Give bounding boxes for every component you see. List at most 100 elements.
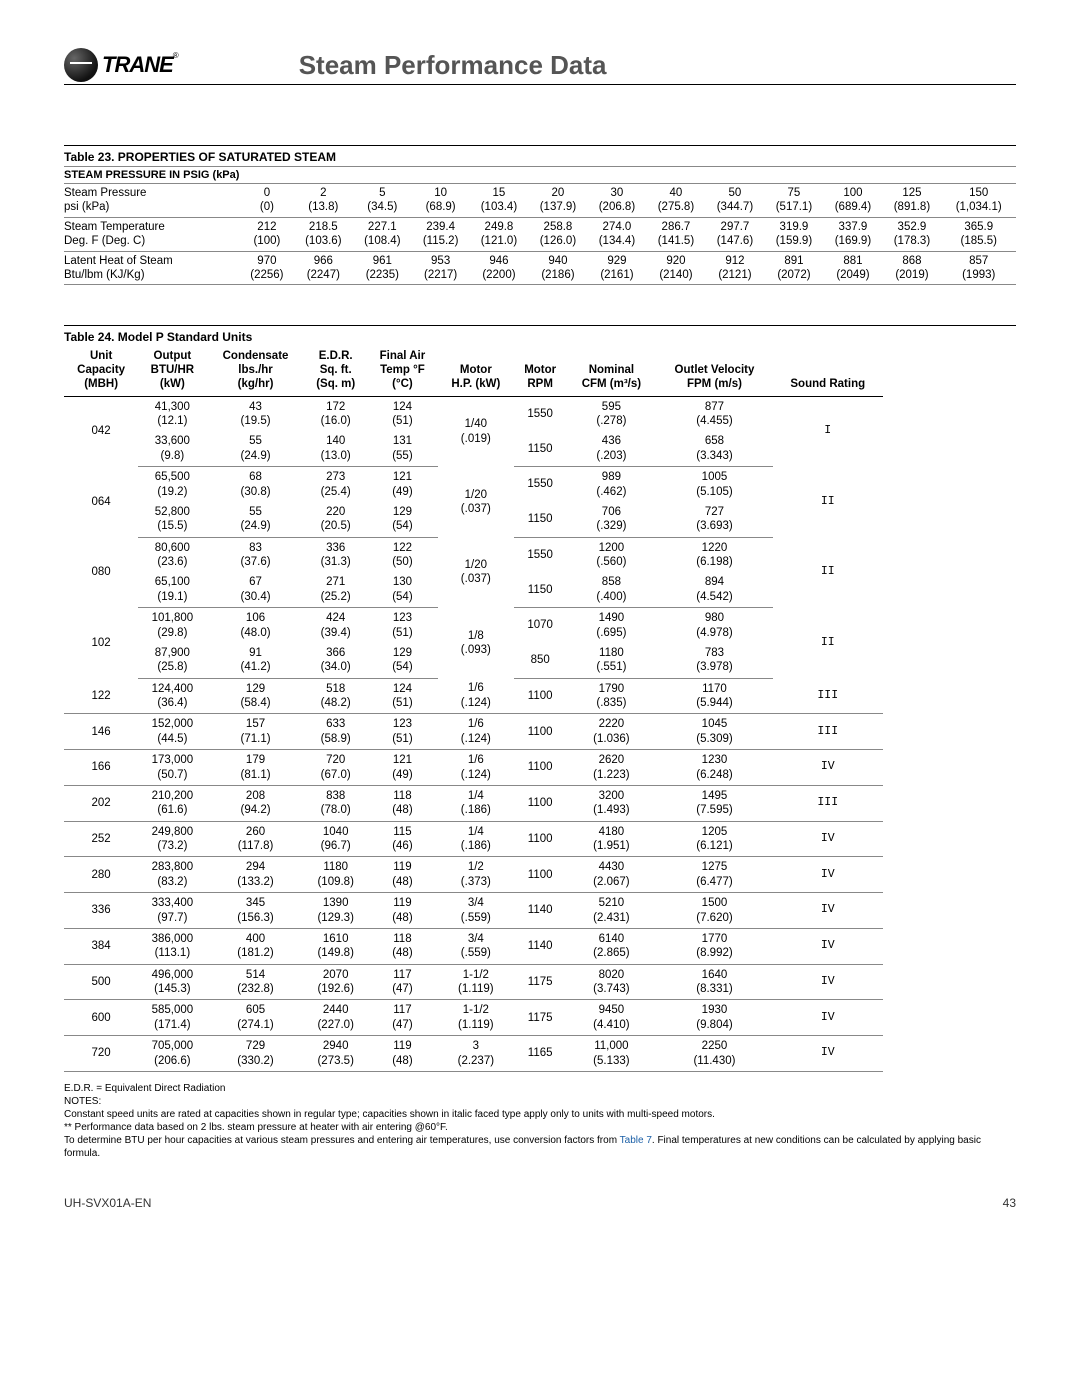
cell: 858(.400) (567, 572, 656, 607)
cell: 118(48) (367, 785, 438, 821)
unit-capacity: 384 (64, 928, 138, 964)
cell: 118(48) (367, 928, 438, 964)
cell: 1170(5.944) (656, 678, 773, 714)
cell: 333,400(97.7) (138, 893, 206, 929)
doc-code: UH-SVX01A-EN (64, 1196, 151, 1210)
row-label: Steam Pressurepsi (kPa) (64, 184, 240, 217)
note-line: To determine BTU per hour capacities at … (64, 1134, 1016, 1160)
cell: 286.7(141.5) (646, 217, 705, 251)
cell: 514(232.8) (207, 964, 305, 1000)
cell: 5(34.5) (353, 184, 412, 217)
unit-capacity: 600 (64, 1000, 138, 1036)
cell: 966(2247) (294, 251, 353, 285)
cell: 1550 (514, 396, 567, 431)
motor-hp: 3(2.237) (438, 1036, 514, 1072)
column-header: MotorRPM (514, 346, 567, 396)
cell: 2620(1.223) (567, 750, 656, 786)
motor-hp: 1/6(.124) (438, 678, 514, 714)
cell: 1495(7.595) (656, 785, 773, 821)
cell: 152,000(44.5) (138, 714, 206, 750)
cell: 1070 (514, 608, 567, 643)
column-header: NominalCFM (m³/s) (567, 346, 656, 396)
cell: 838(78.0) (305, 785, 367, 821)
cell: 336(31.3) (305, 537, 367, 572)
motor-hp: 1/4(.186) (438, 785, 514, 821)
cell: 124,400(36.4) (138, 678, 206, 714)
cell: 249,800(73.2) (138, 821, 206, 857)
sound-rating: IV (773, 1000, 883, 1036)
cell: 55(24.9) (207, 431, 305, 466)
unit-capacity: 500 (64, 964, 138, 1000)
column-header: Sound Rating (773, 346, 883, 396)
cell: 129(54) (367, 643, 438, 678)
cell: 150(1,034.1) (941, 184, 1016, 217)
cell: 125(891.8) (882, 184, 941, 217)
cell: 220(20.5) (305, 502, 367, 537)
cell: 1205(6.121) (656, 821, 773, 857)
cell: 283,800(83.2) (138, 857, 206, 893)
cell: 705,000(206.6) (138, 1036, 206, 1072)
cell: 2070(192.6) (305, 964, 367, 1000)
cell: 122(50) (367, 537, 438, 572)
table-23: Steam Pressurepsi (kPa)0(0)2(13.8)5(34.5… (64, 184, 1016, 285)
cell: 1220(6.198) (656, 537, 773, 572)
cell: 2220(1.036) (567, 714, 656, 750)
motor-hp: 1/40(.019) (438, 396, 514, 467)
column-header: OutputBTU/HR(kW) (138, 346, 206, 396)
motor-hp: 1/20(.037) (438, 467, 514, 538)
cell: 980(4.978) (656, 608, 773, 643)
cell: 140(13.0) (305, 431, 367, 466)
cell: 1140 (514, 928, 567, 964)
cell: 91(41.2) (207, 643, 305, 678)
sound-rating: IV (773, 1036, 883, 1072)
row-label: Steam TemperatureDeg. F (Deg. C) (64, 217, 240, 251)
cell: 1150 (514, 572, 567, 607)
motor-hp: 1/6(.124) (438, 750, 514, 786)
sound-rating: IV (773, 964, 883, 1000)
cell: 891(2072) (764, 251, 823, 285)
cell: 386,000(113.1) (138, 928, 206, 964)
cell: 124(51) (367, 678, 438, 714)
cell: 80,600(23.6) (138, 537, 206, 572)
motor-hp: 1/4(.186) (438, 821, 514, 857)
cell: 912(2121) (705, 251, 764, 285)
unit-capacity: 146 (64, 714, 138, 750)
cell: 1140 (514, 893, 567, 929)
cell: 1275(6.477) (656, 857, 773, 893)
brand-logo: TRANE ® (64, 48, 179, 82)
note-link[interactable]: Table 7 (620, 1135, 652, 1146)
cell: 1175 (514, 1000, 567, 1036)
cell: 605(274.1) (207, 1000, 305, 1036)
sound-rating: IV (773, 821, 883, 857)
cell: 1100 (514, 857, 567, 893)
cell: 1150 (514, 431, 567, 466)
cell: 65,500(19.2) (138, 467, 206, 502)
cell: 1100 (514, 750, 567, 786)
cell: 345(156.3) (207, 893, 305, 929)
cell: 20(137.9) (528, 184, 587, 217)
cell: 130(54) (367, 572, 438, 607)
cell: 881(2049) (823, 251, 882, 285)
column-header: Final AirTemp °F(°C) (367, 346, 438, 396)
cell: 106(48.0) (207, 608, 305, 643)
cell: 87,900(25.8) (138, 643, 206, 678)
cell: 173,000(50.7) (138, 750, 206, 786)
cell: 40(275.8) (646, 184, 705, 217)
cell: 1100 (514, 678, 567, 714)
column-header: UnitCapacity(MBH) (64, 346, 138, 396)
unit-capacity: 280 (64, 857, 138, 893)
cell: 100(689.4) (823, 184, 882, 217)
cell: 0(0) (240, 184, 294, 217)
motor-hp: 1-1/2(1.119) (438, 1000, 514, 1036)
cell: 1500(7.620) (656, 893, 773, 929)
cell: 1175 (514, 964, 567, 1000)
cell: 41,300(12.1) (138, 396, 206, 431)
cell: 294(133.2) (207, 857, 305, 893)
cell: 720(67.0) (305, 750, 367, 786)
cell: 8020(3.743) (567, 964, 656, 1000)
column-header: Outlet VelocityFPM (m/s) (656, 346, 773, 396)
unit-capacity: 122 (64, 678, 138, 714)
cell: 210,200(61.6) (138, 785, 206, 821)
cell: 33,600(9.8) (138, 431, 206, 466)
sound-rating: II (773, 467, 883, 538)
